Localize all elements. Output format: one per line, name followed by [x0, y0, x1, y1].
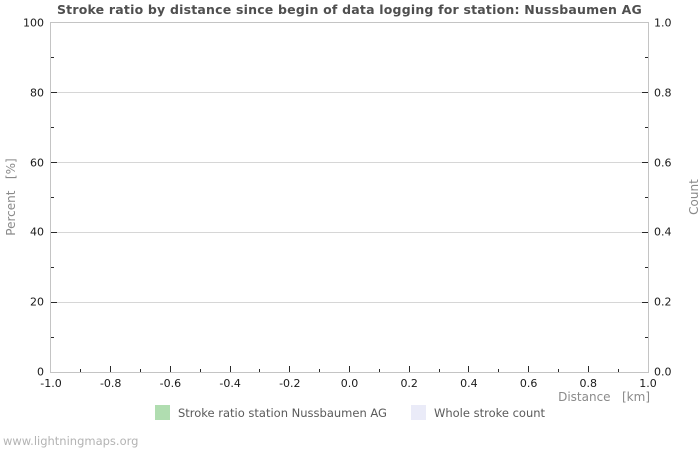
y2-axis-major-tick [642, 231, 648, 233]
y-axis-tick-label: 40 [30, 225, 44, 239]
y-axis-major-tick [51, 92, 57, 94]
y2-axis-minor-tick [645, 266, 648, 268]
y-axis-major-tick [51, 231, 57, 233]
x-axis-minor-tick [438, 369, 440, 372]
legend-label-whole-stroke-count: Whole stroke count [433, 405, 546, 420]
gridline [51, 92, 648, 94]
legend-swatch-whole-stroke-count [410, 405, 426, 420]
gridline [51, 162, 648, 164]
y2-axis-tick-label: 0.4 [654, 225, 672, 239]
x-axis-minor-tick [259, 369, 261, 372]
x-axis-minor-tick [617, 369, 619, 372]
x-axis-tick-label: 0.6 [519, 377, 538, 390]
y2-axis-major-tick [642, 162, 648, 164]
x-axis-major-tick [468, 366, 470, 372]
y-axis-tick-label: 0 [37, 365, 44, 379]
y-axis-minor-tick [51, 127, 54, 129]
x-axis-minor-tick [557, 369, 559, 372]
x-axis-tick-label: 0.8 [579, 377, 598, 390]
y2-axis-tick-label: 0.2 [654, 295, 672, 309]
x-axis-tick-label: 1.0 [639, 377, 657, 390]
x-axis-minor-tick [80, 369, 82, 372]
x-axis-major-tick [289, 366, 291, 372]
y-axis-minor-tick [51, 197, 54, 198]
y2-axis-minor-tick [645, 336, 648, 338]
x-axis-major-tick [587, 366, 589, 372]
chart-title: Stroke ratio by distance since begin of … [56, 2, 643, 17]
y2-axis-tick-label: 1.0 [654, 16, 672, 30]
y-axis-tick-label: 80 [30, 86, 44, 100]
y2-axis-tick-label: 0.8 [654, 86, 672, 100]
y-axis-minor-tick [51, 57, 54, 59]
legend-swatch-stroke-ratio [154, 405, 170, 420]
y-axis-minor-tick [51, 336, 54, 338]
watermark-link[interactable]: www.lightningmaps.org [3, 434, 139, 448]
x-axis-major-tick [169, 366, 171, 372]
x-axis-tick-label: -0.4 [219, 377, 241, 390]
y-axis-tick-label: 100 [23, 16, 44, 30]
x-axis-major-tick [349, 366, 350, 372]
x-axis-minor-tick [378, 369, 380, 372]
x-axis-major-tick [528, 366, 530, 372]
legend: Stroke ratio station Nussbaumen AG Whole… [0, 405, 700, 420]
gridline [51, 301, 648, 303]
y-axis-tick-label: 20 [30, 295, 44, 309]
gridline [51, 231, 648, 233]
x-axis-tick-label: -0.8 [99, 377, 122, 390]
x-axis-minor-tick [319, 369, 321, 372]
x-axis-major-tick [229, 366, 231, 372]
y-axis-label-right: Count [687, 179, 700, 215]
y2-axis-minor-tick [645, 127, 648, 129]
y-axis-major-tick [51, 301, 57, 303]
legend-item-whole-stroke-count: Whole stroke count [410, 405, 546, 420]
y2-axis-minor-tick [645, 197, 648, 198]
plot-area [50, 22, 649, 373]
x-axis-minor-tick [199, 369, 201, 372]
y2-axis-tick-label: 0.0 [654, 365, 672, 379]
y2-axis-major-tick [642, 92, 648, 94]
y2-axis-major-tick [642, 301, 648, 303]
x-axis-tick-label: 0.0 [340, 377, 359, 390]
x-axis-major-tick [110, 366, 112, 372]
x-axis-minor-tick [498, 369, 500, 372]
x-axis-minor-tick [140, 369, 142, 372]
y-axis-minor-tick [51, 266, 54, 268]
x-axis-major-tick [408, 366, 410, 372]
x-axis-tick-label: -0.2 [279, 377, 301, 390]
x-axis-tick-label: 0.4 [460, 377, 478, 390]
x-axis-tick-label: 0.2 [400, 377, 418, 390]
legend-item-stroke-ratio: Stroke ratio station Nussbaumen AG [154, 405, 387, 420]
x-axis-label: Distance [km] [558, 390, 650, 404]
y2-axis-tick-label: 0.6 [654, 156, 672, 170]
y2-axis-minor-tick [645, 57, 648, 59]
legend-label-stroke-ratio: Stroke ratio station Nussbaumen AG [177, 405, 387, 420]
y-axis-major-tick [51, 162, 57, 164]
x-axis-tick-label: -0.6 [159, 377, 182, 390]
y-axis-label-left: Percent [%] [4, 158, 18, 236]
x-axis-tick-label: -1.0 [40, 377, 62, 390]
y-axis-tick-label: 60 [30, 156, 44, 170]
